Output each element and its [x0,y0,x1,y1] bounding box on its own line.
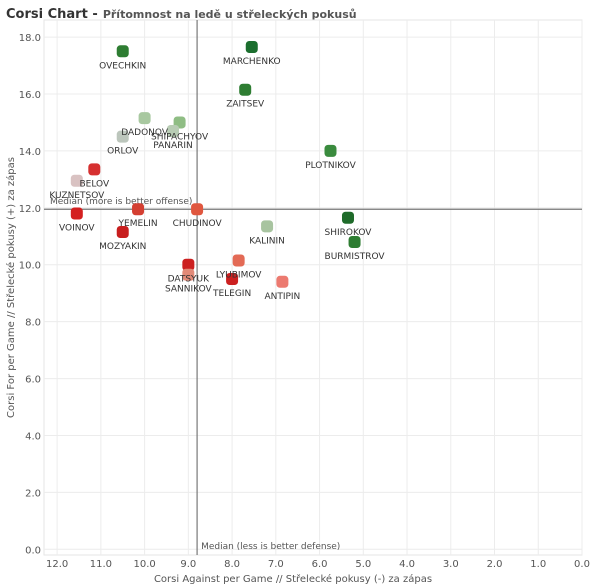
data-label: LYUBIMOV [216,270,262,280]
chart-header: Corsi Chart - Přítomnost na ledě u střel… [6,3,357,22]
data-label: BURMISTROV [325,252,386,262]
data-label: ANTIPIN [264,292,300,302]
y-tick-label: 14.0 [19,147,41,158]
x-tick-label: 11.0 [90,559,112,570]
median-y-label: Median (more is better offense) [50,197,192,207]
data-label: PANARIN [153,141,193,151]
data-point [182,268,195,281]
chart-title: Corsi Chart - [6,7,98,22]
data-label: YEMELIN [118,219,158,229]
median-x-label: Median (less is better defense) [201,542,340,552]
data-point [276,275,289,288]
chart-subtitle: Přítomnost na ledě u střeleckých pokusů [102,8,357,21]
data-label: SHIROKOV [325,228,373,238]
data-point [261,220,274,233]
data-label: SHIPACHYOV [151,132,209,142]
data-point [88,163,101,176]
data-label: SANNIKOV [165,285,212,295]
x-tick-label: 10.0 [133,559,155,570]
data-label: MARCHENKO [223,57,281,67]
data-point [116,226,129,239]
data-point [245,41,258,54]
x-tick-label: 2.0 [487,559,503,570]
data-point [116,130,129,143]
data-label: ZAITSEV [226,100,265,110]
x-tick-label: 7.0 [268,559,284,570]
data-point [232,254,245,267]
y-tick-label: 16.0 [19,90,41,101]
x-tick-label: 1.0 [530,559,546,570]
y-axis-title: Corsi For per Game // Střelecké pokusy (… [5,157,17,418]
y-tick-label: 8.0 [25,318,41,329]
data-label: DATSYUK [168,275,211,285]
data-point [116,45,129,58]
data-point [324,144,337,157]
data-point [182,258,195,271]
x-tick-label: 9.0 [180,559,196,570]
data-label: BELOV [79,179,109,189]
x-axis-title: Corsi Against per Game // Střelecké poku… [154,573,432,585]
y-tick-label: 6.0 [25,375,41,386]
x-tick-label: 4.0 [399,559,415,570]
data-point [226,272,239,285]
y-tick-label: 2.0 [25,488,41,499]
y-tick-label: 0.0 [25,545,41,556]
data-point [138,112,151,125]
data-label: VOINOV [59,224,95,234]
x-tick-label: 0.0 [574,559,590,570]
data-label: PLOTNIKOV [305,161,356,171]
data-point [239,83,252,96]
data-label: CHUDINOV [173,219,223,229]
data-point [167,124,180,137]
data-point [341,211,354,224]
data-label: DADONOV [121,128,169,138]
data-label: TELEGIN [212,289,251,299]
y-tick-label: 12.0 [19,204,41,215]
plot-area [43,19,583,556]
data-point [348,235,361,248]
x-tick-label: 12.0 [46,559,68,570]
data-point [132,203,145,216]
x-tick-label: 3.0 [443,559,459,570]
x-tick-label: 6.0 [312,559,328,570]
data-label: OVECHKIN [99,61,146,71]
y-tick-label: 18.0 [19,33,41,44]
data-label: MOZYAKIN [99,242,146,252]
data-label: KALININ [249,236,285,246]
y-tick-label: 4.0 [25,431,41,442]
data-label: KUZNETSOV [49,191,105,201]
data-point [70,207,83,220]
x-tick-label: 8.0 [224,559,240,570]
data-label: ORLOV [107,147,139,157]
x-tick-label: 5.0 [355,559,371,570]
data-point [191,203,204,216]
data-point [70,174,83,187]
y-tick-label: 10.0 [19,261,41,272]
